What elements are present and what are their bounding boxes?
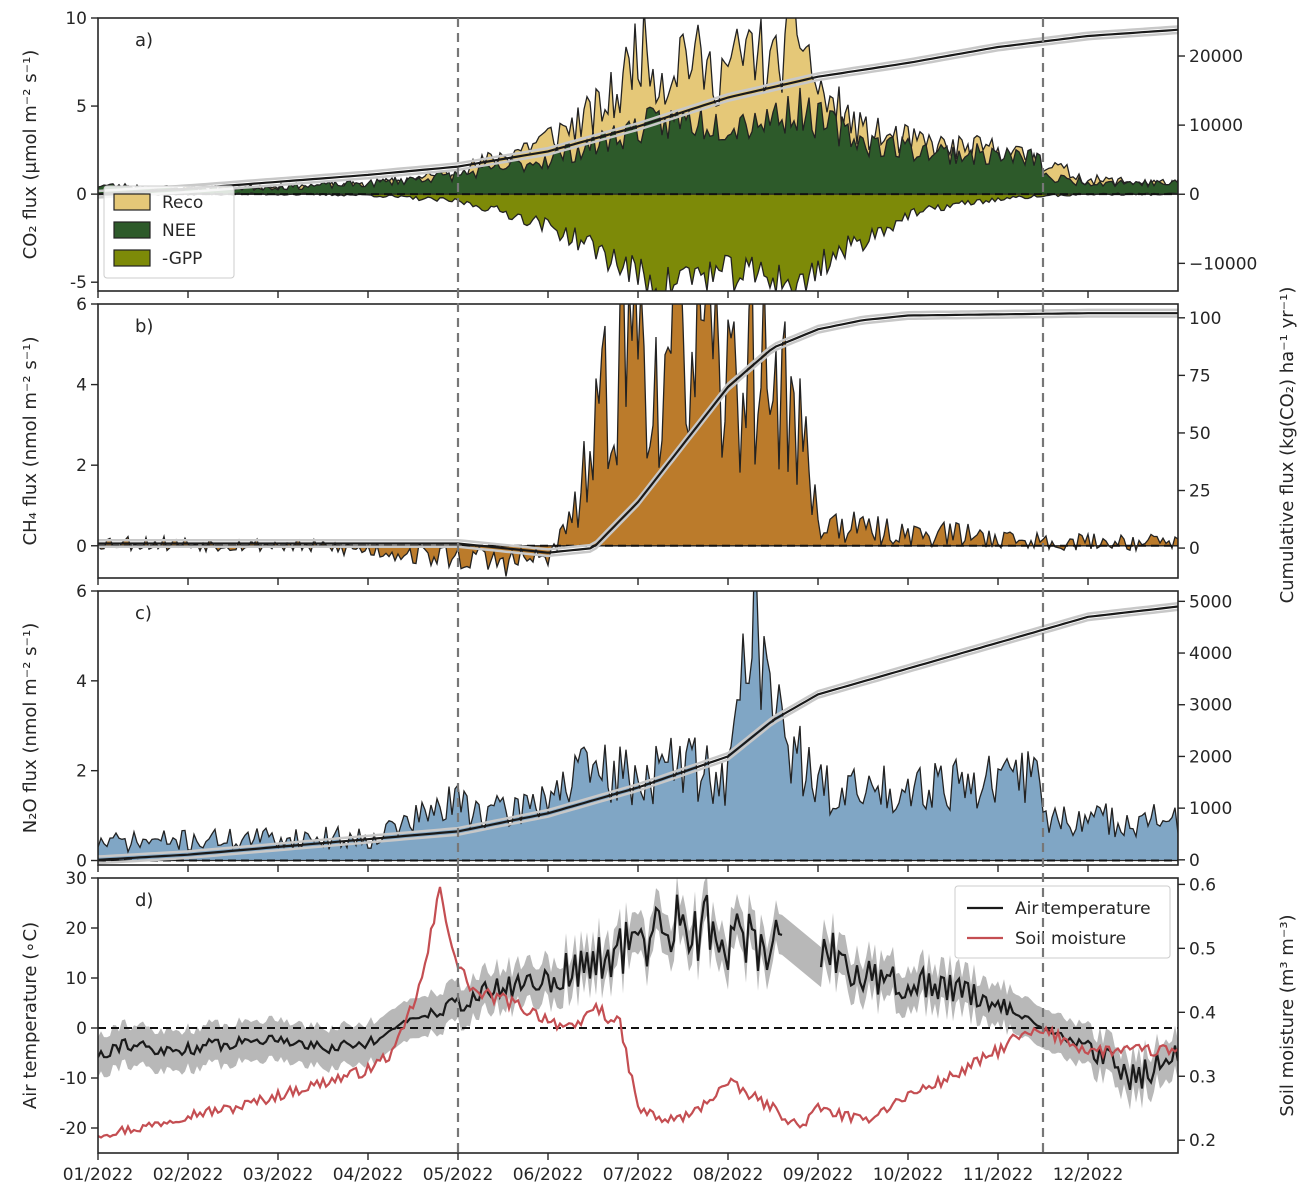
x-tick-label: 01/2022 (63, 1165, 134, 1185)
y2-tick-label: 20000 (1189, 47, 1243, 67)
y2-tick-label: 0.3 (1189, 1067, 1216, 1087)
series-cumulative-line (98, 605, 1178, 861)
y2-tick-label: 75 (1189, 366, 1211, 386)
y-tick-label: 2 (76, 456, 87, 476)
series-cumulative-line (98, 312, 1178, 554)
x-tick-label: 12/2022 (1053, 1165, 1124, 1185)
cumulative-band-lower (98, 315, 1178, 558)
y2-tick-label: 50 (1189, 424, 1211, 444)
x-tick-label: 11/2022 (963, 1165, 1034, 1185)
legend-label: NEE (162, 221, 196, 241)
plot-area-b (98, 304, 1178, 577)
legend-label: -GPP (162, 249, 202, 269)
y2-tick-label: 0 (1189, 185, 1200, 205)
x-tick-label: 05/2022 (423, 1165, 494, 1185)
y2-tick-label: 0.6 (1189, 875, 1216, 895)
y-tick-label: 4 (76, 376, 87, 396)
y2-tick-label: 0.5 (1189, 939, 1216, 959)
y-axis-label: CH₄ flux (nmol m⁻² s⁻¹) (20, 337, 41, 546)
y2-tick-label: 25 (1189, 482, 1211, 502)
legend-swatch (113, 221, 151, 239)
x-tick-label: 04/2022 (333, 1165, 404, 1185)
legend: Air temperature Soil moisture (954, 885, 1171, 959)
legend-box (954, 885, 1171, 959)
legend-swatch (113, 193, 151, 211)
series-nee-area (98, 87, 1178, 195)
panel-label: c) (135, 603, 152, 624)
panel-a: -5 0 5 10 −10000 0 10000 20000 a) CO₂ flux (μmol … (20, 9, 1257, 298)
cumulative-band-lower (98, 31, 1178, 199)
y-tick-label: -20 (59, 1119, 87, 1139)
y-tick-label: -5 (70, 273, 87, 293)
y2-tick-label: 0.4 (1189, 1003, 1216, 1023)
y-tick-label: 0 (76, 852, 87, 872)
series-gpp-area (98, 192, 1178, 291)
y2-tick-label: 4000 (1189, 644, 1232, 664)
y-axis-label: N₂O flux (nmol m⁻² s⁻¹) (20, 623, 41, 833)
y-tick-label: 30 (65, 869, 87, 889)
y2-tick-label: 1000 (1189, 799, 1232, 819)
legend-swatch (113, 249, 151, 267)
y2-tick-label: 3000 (1189, 696, 1232, 716)
y2-tick-label: 0.2 (1189, 1131, 1216, 1151)
legend-label: Air temperature (1015, 899, 1151, 919)
x-tick-label: 03/2022 (243, 1165, 314, 1185)
y-tick-label: 6 (76, 295, 87, 315)
y2-tick-label: 10000 (1189, 116, 1243, 136)
y-tick-label: -10 (59, 1069, 87, 1089)
series-cumulative-line (98, 28, 1178, 196)
y-tick-label: 2 (76, 762, 87, 782)
y2-tick-label: 100 (1189, 309, 1221, 329)
panel-c: 0 2 4 6 0 1000 2000 3000 4000 5000 c) N₂O flux (nmo… (20, 582, 1232, 872)
y-tick-label: 10 (65, 969, 87, 989)
x-tick-label: 09/2022 (783, 1165, 854, 1185)
y2-tick-label: 5000 (1189, 592, 1232, 612)
plot-area-a (98, 18, 1178, 291)
shared-right-axis-label: Cumulative flux (kg(CO₂) ha⁻¹ yr⁻¹) (1277, 287, 1298, 604)
x-tick-label: 10/2022 (873, 1165, 944, 1185)
y2-tick-label: 0 (1189, 851, 1200, 871)
panel-b: 0 2 4 6 0 25 50 75 100 b) CH₄ flux (nmol m⁻² s⁻¹) (20, 295, 1221, 585)
cumulative-band-lower (98, 608, 1178, 865)
y-tick-label: 4 (76, 672, 87, 692)
plot-area-c (98, 591, 1178, 865)
legend-label: Reco (162, 193, 203, 213)
plot-area-d (98, 878, 1178, 1139)
y-tick-label: 0 (76, 537, 87, 557)
x-tick-label: 02/2022 (153, 1165, 224, 1185)
y-tick-label: 0 (76, 1019, 87, 1039)
y-tick-label: 5 (76, 97, 87, 117)
y-axis-label: Air temperature (∘C) (20, 922, 41, 1109)
series-air-temperature-line (98, 894, 1178, 1091)
y-tick-label: 20 (65, 919, 87, 939)
panel-label: b) (135, 316, 153, 337)
legend: Reco NEE -GPP (103, 185, 235, 279)
legend-label: Soil moisture (1015, 929, 1126, 949)
cumulative-band-upper (98, 601, 1178, 858)
y-axis-label: CO₂ flux (μmol m⁻² s⁻¹) (20, 50, 41, 260)
y2-tick-label: −10000 (1189, 254, 1257, 274)
x-tick-label: 08/2022 (693, 1165, 764, 1185)
panel-d: -20 -10 0 10 20 30 0.2 0.3 0.4 0.5 0.6 d) Air temper… (20, 869, 1298, 1160)
air-temperature-band (98, 878, 1178, 1110)
x-tick-label: 06/2022 (513, 1165, 584, 1185)
cumulative-band-upper (98, 308, 1178, 551)
y-tick-label: 0 (76, 185, 87, 205)
y2-axis-label: Soil moisture (m³ m⁻³) (1277, 914, 1298, 1116)
y2-tick-label: 0 (1189, 539, 1200, 559)
panel-label: a) (135, 30, 153, 51)
panel-label: d) (135, 890, 153, 911)
y-tick-label: 10 (65, 9, 87, 29)
series-soil-moisture-line (98, 886, 1178, 1139)
y-tick-label: 6 (76, 582, 87, 602)
y2-tick-label: 2000 (1189, 747, 1232, 767)
x-tick-label: 07/2022 (603, 1165, 674, 1185)
cumulative-band-upper (98, 25, 1178, 193)
